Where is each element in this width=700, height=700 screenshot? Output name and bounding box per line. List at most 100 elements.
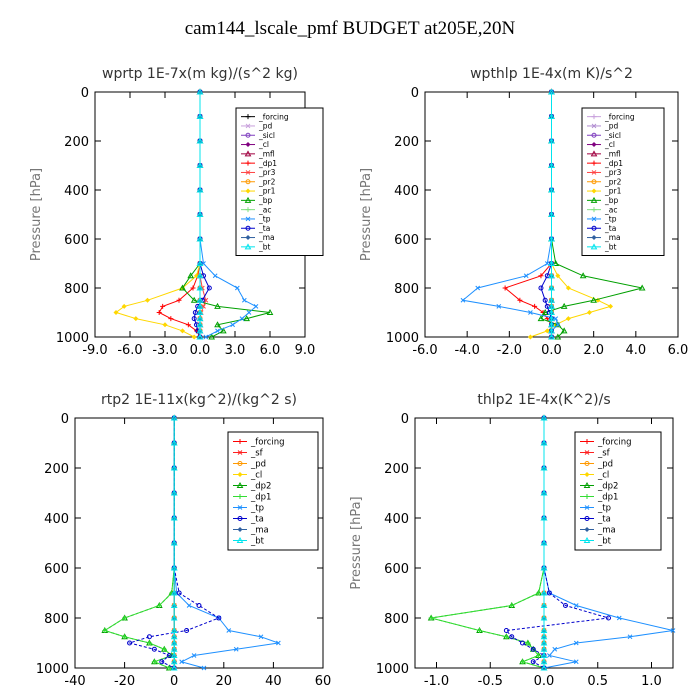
series-point [113, 310, 119, 315]
x-tick-label: 3.0 [225, 343, 246, 358]
series-point [527, 334, 533, 340]
legend-label: _dp2 [597, 481, 618, 491]
legend-label: _tp [258, 215, 271, 224]
series-group [101, 414, 281, 671]
x-tick-label: 6.0 [260, 343, 281, 358]
series-point [196, 321, 204, 328]
legend-swatch-marker [245, 235, 251, 241]
y-tick-label: 600 [384, 562, 409, 577]
series-point [176, 590, 182, 596]
series-point [555, 322, 561, 328]
series-point [196, 272, 204, 279]
series-point [196, 603, 202, 608]
legend-label: _pr1 [604, 187, 622, 196]
legend-swatch-marker [591, 142, 597, 148]
series-point [530, 659, 536, 665]
series-point [540, 439, 548, 446]
series-point [170, 633, 178, 640]
page-title: cam144_lscale_pmf BUDGET at205E,20N [184, 18, 516, 39]
series-point [573, 659, 579, 665]
series-line [103, 418, 175, 669]
x-tick-label: 2.0 [583, 343, 604, 358]
legend-swatch-marker [584, 505, 590, 510]
series-point [206, 285, 212, 291]
series-point [214, 302, 221, 309]
legend-swatch-marker [591, 123, 597, 129]
legend-swatch-marker [237, 505, 243, 510]
series-point [627, 634, 633, 640]
series-point [547, 653, 552, 658]
y-tick-label: 0 [411, 86, 419, 101]
series-point [133, 316, 139, 322]
legend-label: _cl [604, 140, 615, 149]
legend-label: _dp1 [604, 159, 623, 168]
legend-label: _ma [597, 525, 616, 535]
y-tick-label: 400 [384, 512, 409, 527]
legend-swatch-marker [245, 123, 251, 129]
legend-swatch-marker [584, 516, 590, 521]
series-point [548, 186, 555, 193]
x-tick-label: 60 [315, 674, 332, 689]
legend-swatch-marker [244, 196, 252, 203]
series-point [276, 640, 281, 646]
legend-label: _bt [258, 242, 271, 251]
legend-swatch-marker [591, 170, 597, 175]
chart-panel-rtp2: rtp2 1E-11x(kg^2)/(kg^2 s)02004006008001… [36, 392, 332, 689]
legend-label: _pd [250, 459, 266, 469]
series-line [430, 418, 545, 669]
x-tick-label: -3.0 [152, 343, 177, 358]
y-axis-label: Pressure [hPa] [350, 496, 364, 589]
series-point [230, 322, 236, 328]
series-point [548, 137, 555, 144]
series-point [541, 308, 549, 315]
series-point [548, 321, 555, 328]
series-point [196, 308, 204, 315]
legend-label: _pr3 [258, 168, 276, 177]
series-point [544, 261, 550, 266]
series-point [586, 310, 592, 315]
legend-swatch-marker [583, 481, 591, 488]
series-point [196, 333, 204, 340]
legend-label: _bt [604, 242, 617, 251]
x-tick-label: -0.5 [478, 674, 503, 689]
y-tick-label: 800 [64, 282, 89, 297]
chart-panel-wpthlp: wpthlp 1E-4x(m K)/s^2 Pressure [hPa] 0 200 4… [359, 66, 688, 358]
series-point [159, 659, 165, 665]
x-tick-label: 4.0 [625, 343, 646, 358]
series-point [243, 315, 251, 322]
legend-swatch-marker [584, 527, 590, 532]
legend-swatch-marker [590, 150, 598, 157]
series-group [460, 88, 646, 340]
y-tick-label: 1000 [386, 331, 419, 346]
y-tick-label: 200 [394, 135, 419, 150]
series-point [196, 259, 204, 266]
series-point [196, 186, 204, 193]
series-point [215, 328, 220, 334]
legend-label: _tp [250, 503, 264, 513]
legend-label: _ac [258, 205, 271, 214]
series-point [196, 315, 204, 322]
series-point [191, 316, 197, 322]
series-point [565, 285, 571, 291]
series-point [552, 646, 558, 652]
series-point [190, 296, 198, 303]
series-point [192, 310, 198, 315]
y-tick-label: 400 [64, 184, 89, 199]
series-point [520, 640, 525, 646]
legend-box [227, 431, 319, 551]
series-point [460, 297, 466, 303]
series-point [151, 646, 157, 652]
series-point [191, 653, 197, 658]
x-tick-label: 1.0 [641, 674, 662, 689]
series-point [548, 302, 555, 309]
series-point [544, 328, 550, 334]
series-point [503, 628, 509, 633]
series-point [563, 603, 568, 608]
series-point [523, 273, 529, 279]
series-point [196, 112, 204, 119]
legend-label: _forcing [250, 437, 285, 447]
legend-label: _ta [250, 514, 264, 524]
series-point [509, 634, 515, 640]
series-point [121, 303, 127, 309]
series-point [590, 296, 598, 303]
